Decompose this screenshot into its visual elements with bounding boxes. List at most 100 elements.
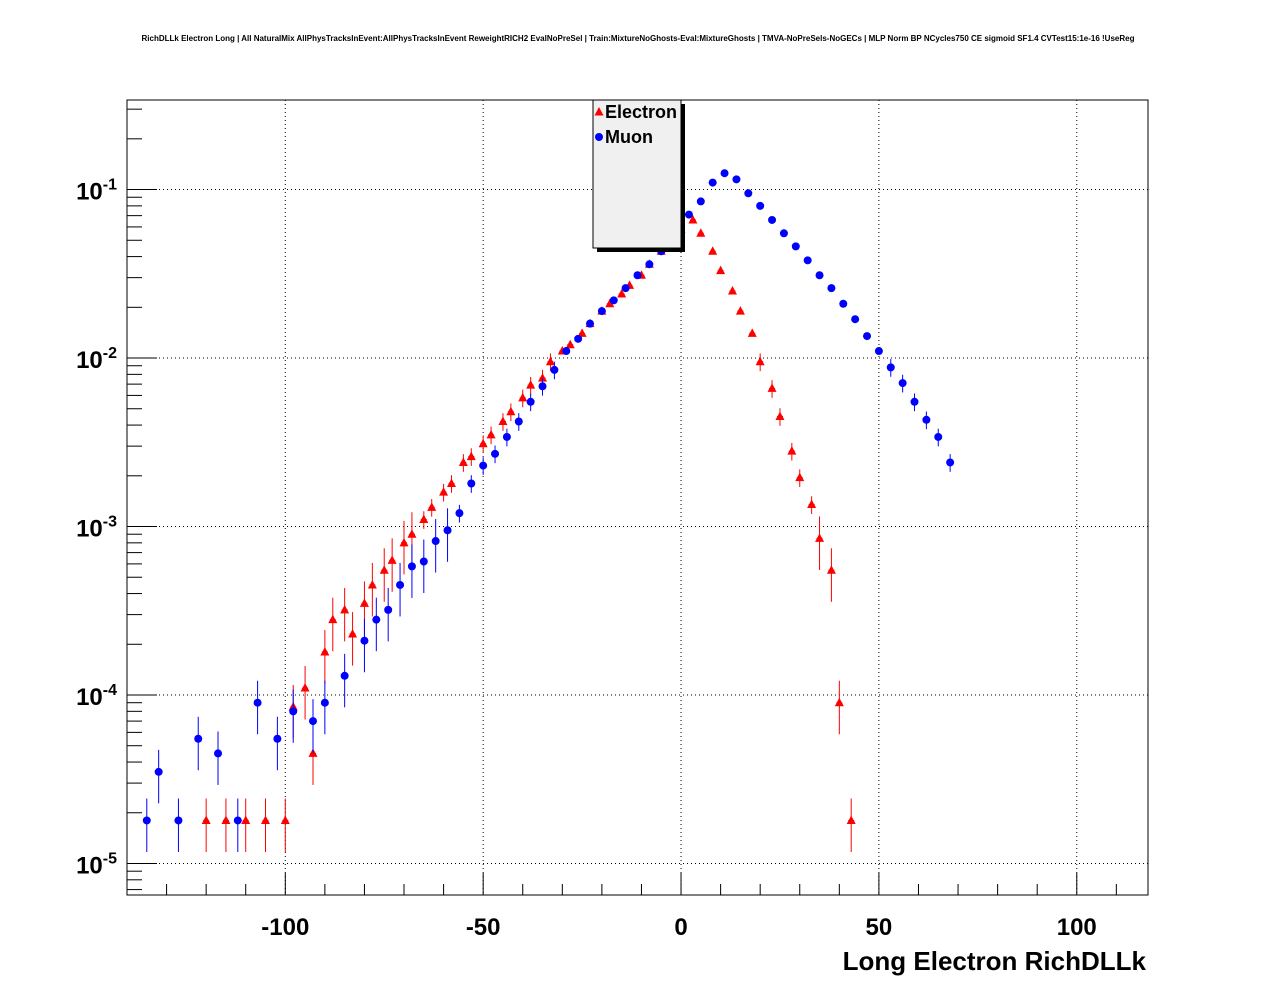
data-point [795,472,805,482]
data-point [328,614,338,624]
data-point [194,734,203,743]
data-point [708,246,718,255]
data-point [744,189,753,198]
legend-marker-muon [595,133,603,141]
axis-ticks [126,108,1117,895]
data-point [727,285,737,295]
y-tick-label: 10-5 [76,850,117,879]
data-point [387,555,397,564]
data-point [300,683,310,692]
y-tick-label: 10-1 [76,177,117,206]
data-point [320,646,330,656]
data-point [696,197,705,206]
data-point [506,406,516,416]
data-point [874,347,883,356]
data-point [735,306,745,315]
data-point [308,748,318,757]
data-point [787,446,797,455]
data-point [886,363,895,372]
data-point [221,815,231,824]
x-tick-labels: -100 -50 0 50 100 [261,914,1097,941]
data-point [340,671,349,680]
data-point [142,816,151,825]
data-point [934,432,943,441]
data-point [815,271,824,280]
data-point [466,451,476,461]
data-point [447,478,457,488]
data-point [574,334,583,343]
data-point [922,415,931,424]
data-point [526,397,535,406]
data-point [396,580,405,589]
data-point [910,397,919,406]
data-point [427,502,437,511]
data-point [419,557,428,566]
data-point [399,537,409,547]
data-point [514,417,523,426]
x-tick-label: 50 [866,914,893,941]
data-point [767,383,777,392]
legend-label-electron: Electron [605,102,677,122]
y-tick-label: 10-2 [76,345,117,374]
chart-title: RichDLLk Electron Long | All NaturalMix … [141,34,1135,43]
data-point [443,526,452,535]
data-point [467,479,476,488]
data-point [716,265,726,275]
data-point [491,449,500,458]
data-point [340,604,350,614]
x-tick-label: 100 [1057,914,1097,941]
data-point [486,429,496,439]
x-axis-title: Long Electron RichDLLk [843,946,1147,976]
data-point [720,169,729,178]
y-tick-label: 10-3 [76,514,117,543]
data-point [201,815,211,824]
data-point [684,210,693,219]
data-point [803,256,812,265]
data-point [518,392,528,402]
data-point [154,767,163,776]
data-point [815,533,825,542]
data-point [577,328,587,337]
data-point [747,328,757,337]
data-point [562,347,571,356]
data-point [826,565,836,574]
series-muon [142,169,955,852]
data-point [696,228,706,237]
data-point [174,816,183,825]
data-point [545,356,555,366]
data-point [308,717,317,726]
data-point [538,373,548,382]
data-point [605,298,615,308]
legend-label-muon: Muon [605,127,653,147]
data-point [261,815,271,824]
data-point [645,260,654,269]
data-point [320,698,329,707]
data-point [779,229,788,238]
data-point [791,242,800,251]
data-point [360,636,369,645]
data-point [755,356,765,366]
data-point [565,339,575,349]
data-point [439,487,449,496]
data-point [478,438,488,448]
data-point [407,562,416,571]
data-point [586,319,595,328]
data-point [708,178,717,187]
data-point [359,598,369,607]
data-point [455,509,464,518]
data-point [214,749,223,758]
data-point [458,457,468,466]
data-point [834,697,844,707]
data-point [621,284,630,293]
data-point [846,815,856,824]
data-point [839,299,848,308]
data-point [502,432,511,441]
legend-box [592,99,682,249]
data-point [273,734,282,743]
data-point [379,565,389,574]
y-tick-label: 10-4 [76,682,117,711]
data-point [253,698,262,707]
data-point [827,284,836,293]
data-point [633,271,642,280]
